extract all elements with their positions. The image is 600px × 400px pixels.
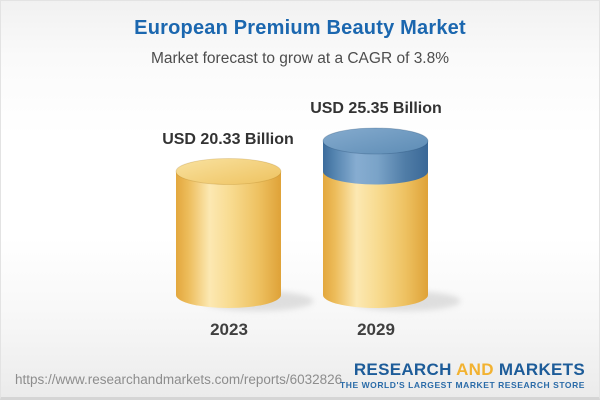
cylinder-bar-2023 bbox=[175, 158, 314, 311]
cylinder-bar-2029 bbox=[322, 127, 461, 311]
report-url: https://www.researchandmarkets.com/repor… bbox=[15, 372, 343, 387]
logo-word-and: AND bbox=[456, 360, 494, 379]
value-label-2023: USD 20.33 Billion bbox=[162, 131, 294, 148]
chart-subtitle: Market forecast to grow at a CAGR of 3.8… bbox=[150, 50, 450, 67]
bars-layer bbox=[175, 127, 461, 311]
logo-wordmark: RESEARCH AND MARKETS bbox=[340, 361, 585, 378]
research-and-markets-logo: RESEARCH AND MARKETS THE WORLD'S LARGEST… bbox=[340, 361, 585, 390]
cylinder-top bbox=[322, 127, 429, 155]
value-label-2029: USD 25.35 Billion bbox=[310, 100, 442, 117]
segment-base-2023 bbox=[176, 171, 281, 308]
axis-label-2029: 2029 bbox=[357, 320, 395, 339]
logo-word-research: RESEARCH bbox=[353, 360, 452, 379]
logo-word-markets: MARKETS bbox=[498, 360, 585, 379]
chart-title: European Premium Beauty Market bbox=[134, 17, 466, 39]
segment-base-2029 bbox=[323, 171, 428, 308]
logo-tagline: THE WORLD'S LARGEST MARKET RESEARCH STOR… bbox=[340, 380, 585, 390]
axis-label-2023: 2023 bbox=[210, 320, 248, 339]
cylinder-top bbox=[175, 158, 282, 185]
